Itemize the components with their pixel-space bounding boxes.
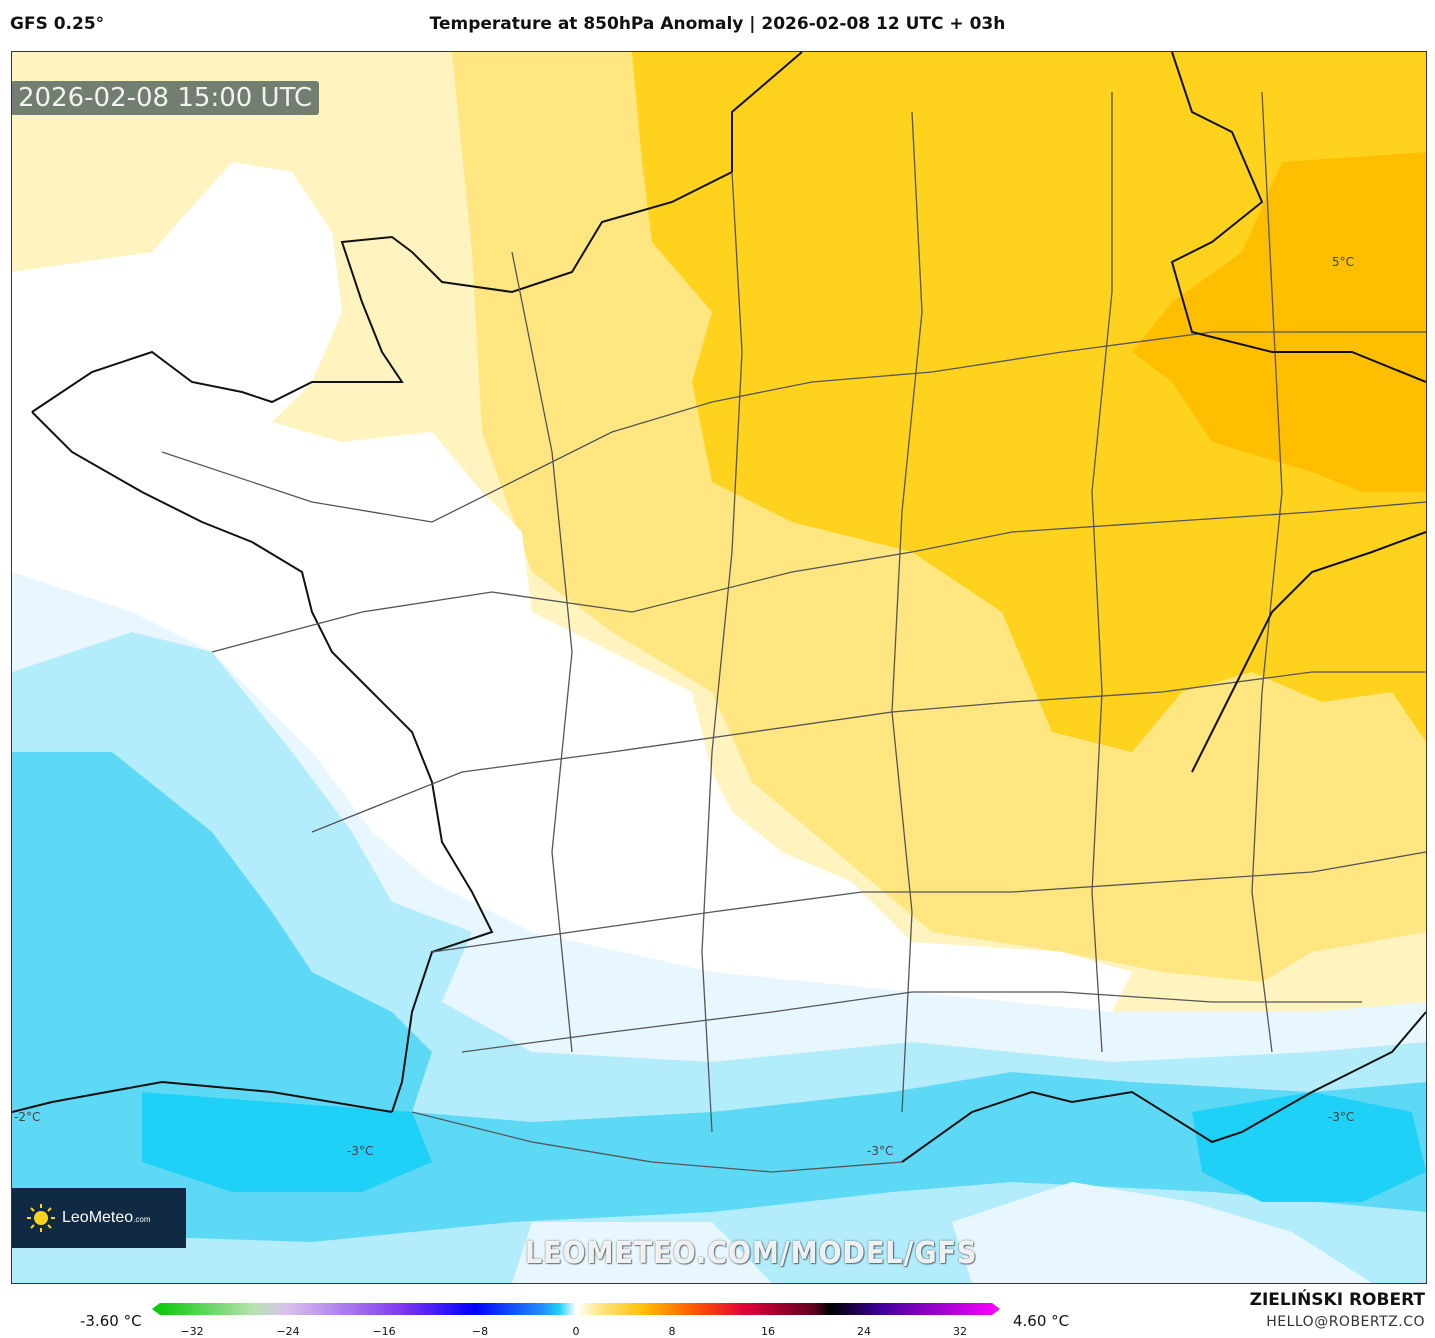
contour-label-minus3-east: -3°C (1328, 1110, 1355, 1124)
map-canvas (12, 52, 1426, 1283)
country-borders (1170, 52, 1426, 773)
model-name: GFS 0.25° (10, 14, 105, 34)
valid-time-label: 2026-02-08 15:00 UTC (12, 81, 320, 115)
watermark-url: LEOMETEO.COM/MODEL/GFS (525, 1236, 978, 1271)
sun-icon (27, 1204, 55, 1232)
coastline (12, 52, 1426, 1163)
colorbar-tick: −8 (471, 1325, 489, 1338)
colorbar-tick: −32 (180, 1325, 204, 1338)
cold-max-area-west (142, 1092, 432, 1192)
colorbar-tick: 0 (572, 1325, 580, 1338)
cold-light-patch-sw (512, 1222, 772, 1283)
colorbar-tick: 32 (953, 1325, 967, 1338)
colorbar-tick: 24 (857, 1325, 871, 1338)
contour-label-minus3-west: -3°C (347, 1144, 374, 1158)
anomaly-map: 2026-02-08 15:00 UTC 5°C -2°C -3°C -3°C … (11, 51, 1427, 1284)
warm-area (632, 52, 1426, 752)
colorbar-tick: 16 (761, 1325, 775, 1338)
scale-min-label: -3.60 °C (80, 1312, 142, 1330)
map-title: Temperature at 850hPa Anomaly | 2026-02-… (429, 14, 1006, 34)
logo-text: LeoMeteo.com (62, 1209, 151, 1226)
colorbar-gradient (152, 1303, 1000, 1315)
cold-max-area-east (1192, 1092, 1426, 1202)
warm-max-area (1132, 152, 1426, 492)
colorbar (152, 1300, 1000, 1315)
contour-label-minus3-center: -3°C (867, 1144, 894, 1158)
contour-label-minus2: -2°C (14, 1110, 41, 1124)
author-email: HELLO@ROBERTZ.CO (1266, 1314, 1425, 1330)
author-name: ZIELIŃSKI ROBERT (1249, 1290, 1425, 1310)
colorbar-tick: −16 (372, 1325, 396, 1338)
colorbar-tick: −24 (276, 1325, 300, 1338)
regional-borders (161, 91, 1426, 1173)
cold-light-patch-se (952, 1182, 1372, 1283)
colorbar-tick: 8 (668, 1325, 676, 1338)
scale-max-label: 4.60 °C (1013, 1312, 1070, 1330)
leometeo-logo: LeoMeteo.com (12, 1188, 186, 1248)
contour-label-5: 5°C (1332, 255, 1355, 269)
